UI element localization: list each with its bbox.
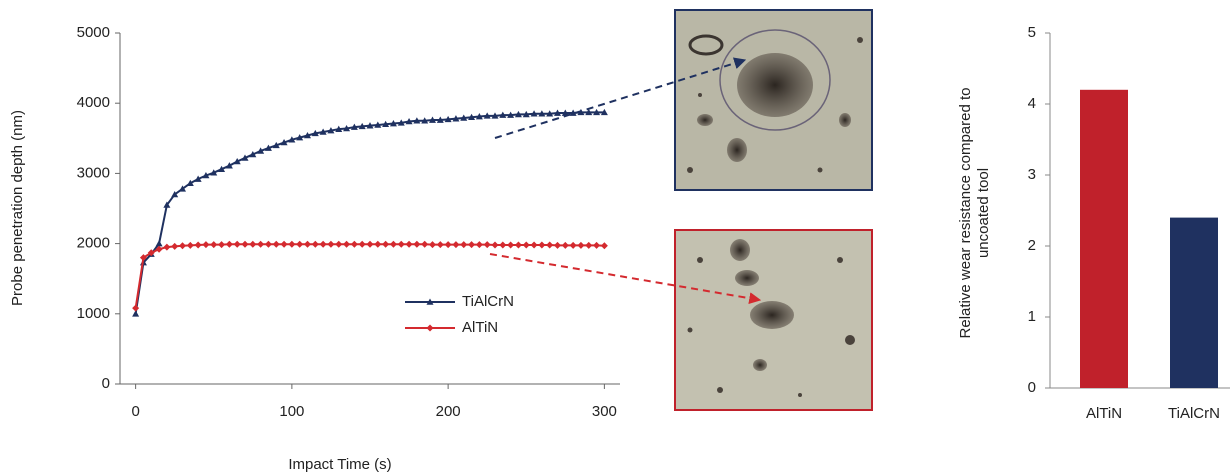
data-point bbox=[421, 241, 428, 248]
data-point bbox=[570, 242, 577, 249]
micrograph-bottom bbox=[675, 230, 872, 410]
data-point bbox=[163, 244, 170, 251]
y-axis-label: Probe penetration depth (nm) bbox=[9, 110, 26, 306]
data-point bbox=[296, 241, 303, 248]
data-point bbox=[437, 241, 444, 248]
data-point bbox=[554, 242, 561, 249]
x-tick-label: AlTiN bbox=[1086, 405, 1122, 422]
data-point bbox=[460, 241, 467, 248]
data-point bbox=[382, 241, 389, 248]
data-point bbox=[218, 241, 225, 248]
data-point bbox=[249, 241, 256, 248]
data-point bbox=[242, 241, 249, 248]
x-tick-label: 0 bbox=[131, 403, 139, 420]
data-point bbox=[507, 242, 514, 249]
data-point bbox=[132, 305, 139, 312]
data-point bbox=[531, 242, 538, 249]
x-tick-label: 200 bbox=[436, 403, 461, 420]
data-point bbox=[546, 242, 553, 249]
data-point bbox=[343, 241, 350, 248]
y-tick-label: 0 bbox=[1028, 379, 1036, 396]
data-point bbox=[187, 242, 194, 249]
data-point bbox=[320, 241, 327, 248]
y-tick-label: 2000 bbox=[77, 235, 110, 252]
y-tick-label: 4000 bbox=[77, 94, 110, 111]
data-point bbox=[515, 242, 522, 249]
legend-label: TiAlCrN bbox=[462, 293, 514, 310]
bar bbox=[1080, 90, 1128, 388]
data-point bbox=[288, 241, 295, 248]
bar bbox=[1170, 218, 1218, 388]
data-point bbox=[265, 241, 272, 248]
y-tick-label: 5 bbox=[1028, 24, 1036, 41]
y-axis-label: Relative wear resistance compared to bbox=[957, 88, 974, 339]
y-tick-label: 5000 bbox=[77, 24, 110, 41]
data-point bbox=[226, 241, 233, 248]
series-line bbox=[136, 112, 605, 313]
data-point bbox=[406, 241, 413, 248]
data-point bbox=[304, 241, 311, 248]
data-point bbox=[499, 242, 506, 249]
y-tick-label: 1 bbox=[1028, 308, 1036, 325]
data-point bbox=[351, 241, 358, 248]
y-tick-label: 2 bbox=[1028, 237, 1036, 254]
x-tick-label: 100 bbox=[279, 403, 304, 420]
x-tick-label: 300 bbox=[592, 403, 617, 420]
data-point bbox=[210, 241, 217, 248]
y-tick-label: 1000 bbox=[77, 305, 110, 322]
data-point bbox=[445, 241, 452, 248]
data-point bbox=[492, 242, 499, 249]
data-point bbox=[523, 242, 530, 249]
data-point bbox=[562, 242, 569, 249]
x-tick-label: TiAlCrN bbox=[1168, 405, 1220, 422]
data-point bbox=[179, 242, 186, 249]
data-point bbox=[156, 240, 163, 246]
y-tick-label: 3000 bbox=[77, 164, 110, 181]
data-point bbox=[413, 241, 420, 248]
data-point bbox=[468, 241, 475, 248]
data-point bbox=[538, 242, 545, 249]
data-point bbox=[281, 241, 288, 248]
data-point bbox=[476, 241, 483, 248]
data-point bbox=[202, 241, 209, 248]
data-point bbox=[374, 241, 381, 248]
data-point bbox=[195, 242, 202, 249]
data-point bbox=[257, 241, 264, 248]
data-point bbox=[390, 241, 397, 248]
data-point bbox=[367, 241, 374, 248]
data-point bbox=[327, 241, 334, 248]
data-point bbox=[452, 241, 459, 248]
data-point bbox=[593, 242, 600, 249]
data-point bbox=[273, 241, 280, 248]
figure: Impact Time (s) Probe penetration depth … bbox=[0, 0, 1230, 475]
data-point bbox=[577, 242, 584, 249]
micrograph-top bbox=[675, 10, 872, 190]
data-point bbox=[429, 241, 436, 248]
data-point bbox=[312, 241, 319, 248]
data-point bbox=[484, 241, 491, 248]
data-point bbox=[171, 243, 178, 250]
data-point bbox=[398, 241, 405, 248]
data-point bbox=[585, 242, 592, 249]
y-tick-label: 3 bbox=[1028, 166, 1036, 183]
data-point bbox=[335, 241, 342, 248]
series-line bbox=[136, 244, 605, 308]
y-tick-label: 0 bbox=[102, 375, 110, 392]
legend-label: AlTiN bbox=[462, 319, 498, 336]
legend-marker bbox=[427, 325, 434, 332]
y-tick-label: 4 bbox=[1028, 95, 1036, 112]
data-point bbox=[234, 241, 241, 248]
x-axis-label: Impact Time (s) bbox=[288, 456, 391, 473]
data-point bbox=[601, 242, 608, 249]
y-axis-label: uncoated tool bbox=[975, 168, 992, 258]
data-point bbox=[359, 241, 366, 248]
